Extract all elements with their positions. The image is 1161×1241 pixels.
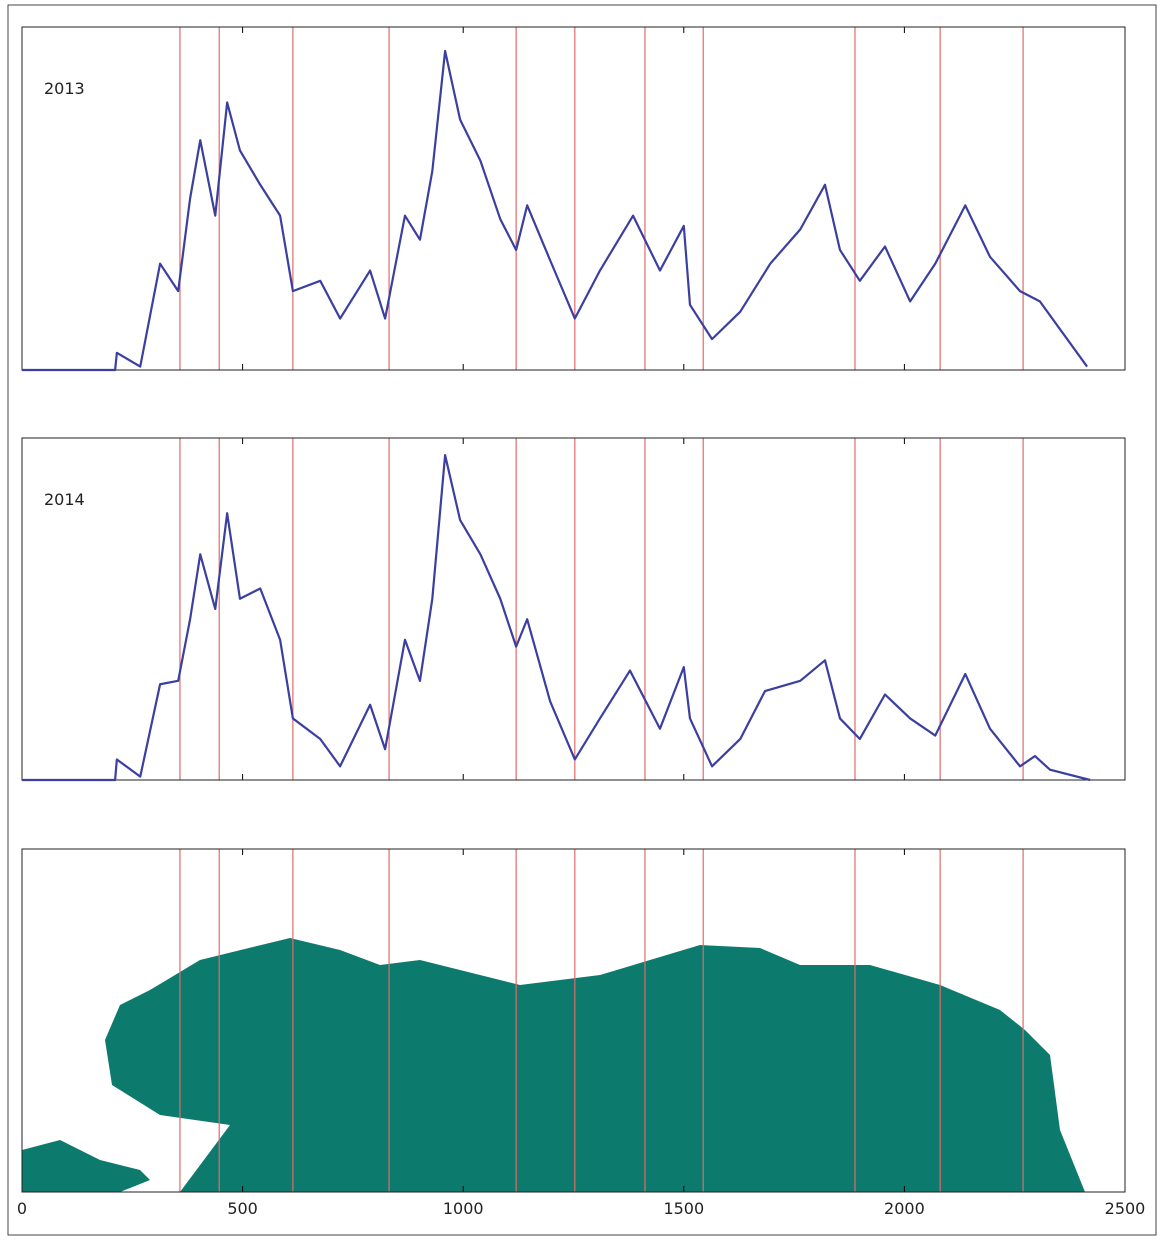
map <box>22 938 1085 1192</box>
x-tick-label: 2500 <box>1105 1199 1146 1218</box>
x-tick-label: 2000 <box>884 1199 925 1218</box>
plot-frame <box>21 437 1126 781</box>
plot-frame <box>21 26 1126 371</box>
series-line <box>22 49 1088 372</box>
x-tick-label: 0 <box>17 1199 27 1218</box>
series-label: 2014 <box>44 490 85 509</box>
series-label: 2013 <box>44 79 85 98</box>
land <box>105 938 1085 1192</box>
island <box>22 1140 150 1192</box>
plot-frame <box>21 848 1126 1193</box>
frame <box>7 4 1157 1236</box>
x-tick-label: 500 <box>227 1199 258 1218</box>
x-tick-label: 1000 <box>443 1199 484 1218</box>
series-line <box>22 454 1091 782</box>
x-tick-label: 1500 <box>663 1199 704 1218</box>
